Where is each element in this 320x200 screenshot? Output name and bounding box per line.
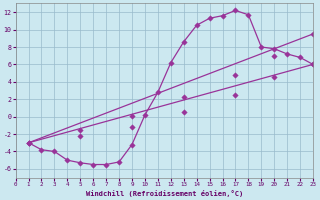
X-axis label: Windchill (Refroidissement éolien,°C): Windchill (Refroidissement éolien,°C) [86,190,243,197]
